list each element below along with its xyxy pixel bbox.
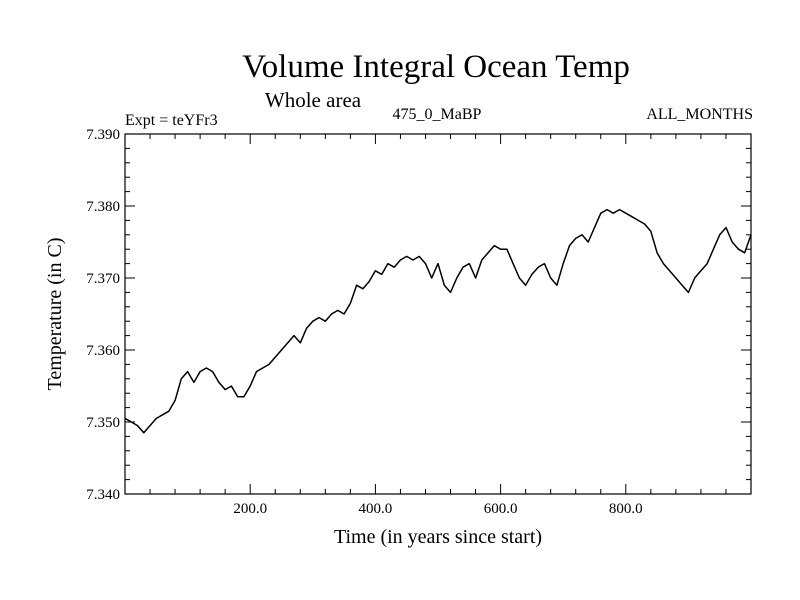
chart-subtitle: Whole area [265, 88, 362, 112]
y-tick-label: 7.360 [86, 343, 120, 359]
y-tick-label: 7.340 [86, 487, 120, 503]
x-tick-label: 800.0 [609, 501, 643, 517]
annotation-expt: Expt = teYFr3 [125, 112, 218, 129]
annotation-months: ALL_MONTHS [646, 106, 753, 123]
series-layer [124, 208, 752, 434]
y-tick-label: 7.380 [86, 199, 120, 215]
y-tick-label: 7.370 [86, 271, 120, 287]
x-tick-label: 600.0 [484, 501, 518, 517]
annotation-age: 475_0_MaBP [393, 106, 482, 123]
y-tick-label: 7.390 [86, 127, 120, 143]
series-line-0 [124, 208, 752, 434]
ticks-layer: 7.340 7.350 7.360 7.370 7.380 7.390 200.0 400.0… [86, 127, 752, 517]
x-tick-label: 200.0 [233, 501, 267, 517]
chart-title: Volume Integral Ocean Temp [242, 49, 630, 85]
y-tick-label: 7.350 [86, 415, 120, 431]
y-axis-label: Temperature (in C) [44, 238, 66, 391]
plot-frame [124, 133, 752, 495]
x-tick-label: 400.0 [359, 501, 393, 517]
x-axis-label: Time (in years since start) [334, 526, 542, 548]
